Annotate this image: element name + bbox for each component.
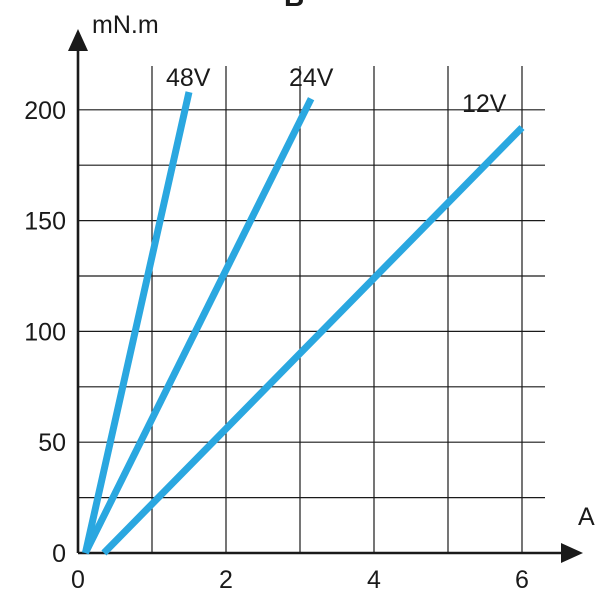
y-tick-labels: 0 50 100 150 200 — [24, 97, 66, 568]
series-line-48v — [81, 91, 193, 554]
x-axis-arrow-icon — [561, 543, 583, 563]
x-tick-label: 0 — [71, 566, 85, 594]
x-axis-label: A — [578, 503, 595, 531]
series-label-24v: 24V — [289, 64, 334, 92]
y-tick-label: 50 — [38, 429, 66, 457]
x-tick-label: 6 — [515, 566, 529, 594]
series-group: 48V 24V 12V — [81, 64, 525, 556]
series-label-12v: 12V — [462, 90, 507, 118]
x-tick-label: 4 — [367, 566, 381, 594]
series-line-24v — [82, 97, 315, 555]
y-axis-label: mN.m — [92, 11, 159, 39]
y-axis-arrow-icon — [68, 29, 88, 51]
y-tick-label: 200 — [24, 97, 66, 125]
axes — [68, 29, 583, 563]
x-tick-labels: 0 2 4 6 — [71, 566, 529, 594]
series-label-48v: 48V — [166, 64, 211, 92]
x-tick-label: 2 — [219, 566, 233, 594]
y-tick-label: 150 — [24, 208, 66, 236]
y-tick-label: 0 — [52, 540, 66, 568]
grid — [78, 66, 545, 553]
partial-letter: B — [284, 0, 304, 12]
y-tick-label: 100 — [24, 318, 66, 346]
series-line-12v — [101, 125, 525, 556]
